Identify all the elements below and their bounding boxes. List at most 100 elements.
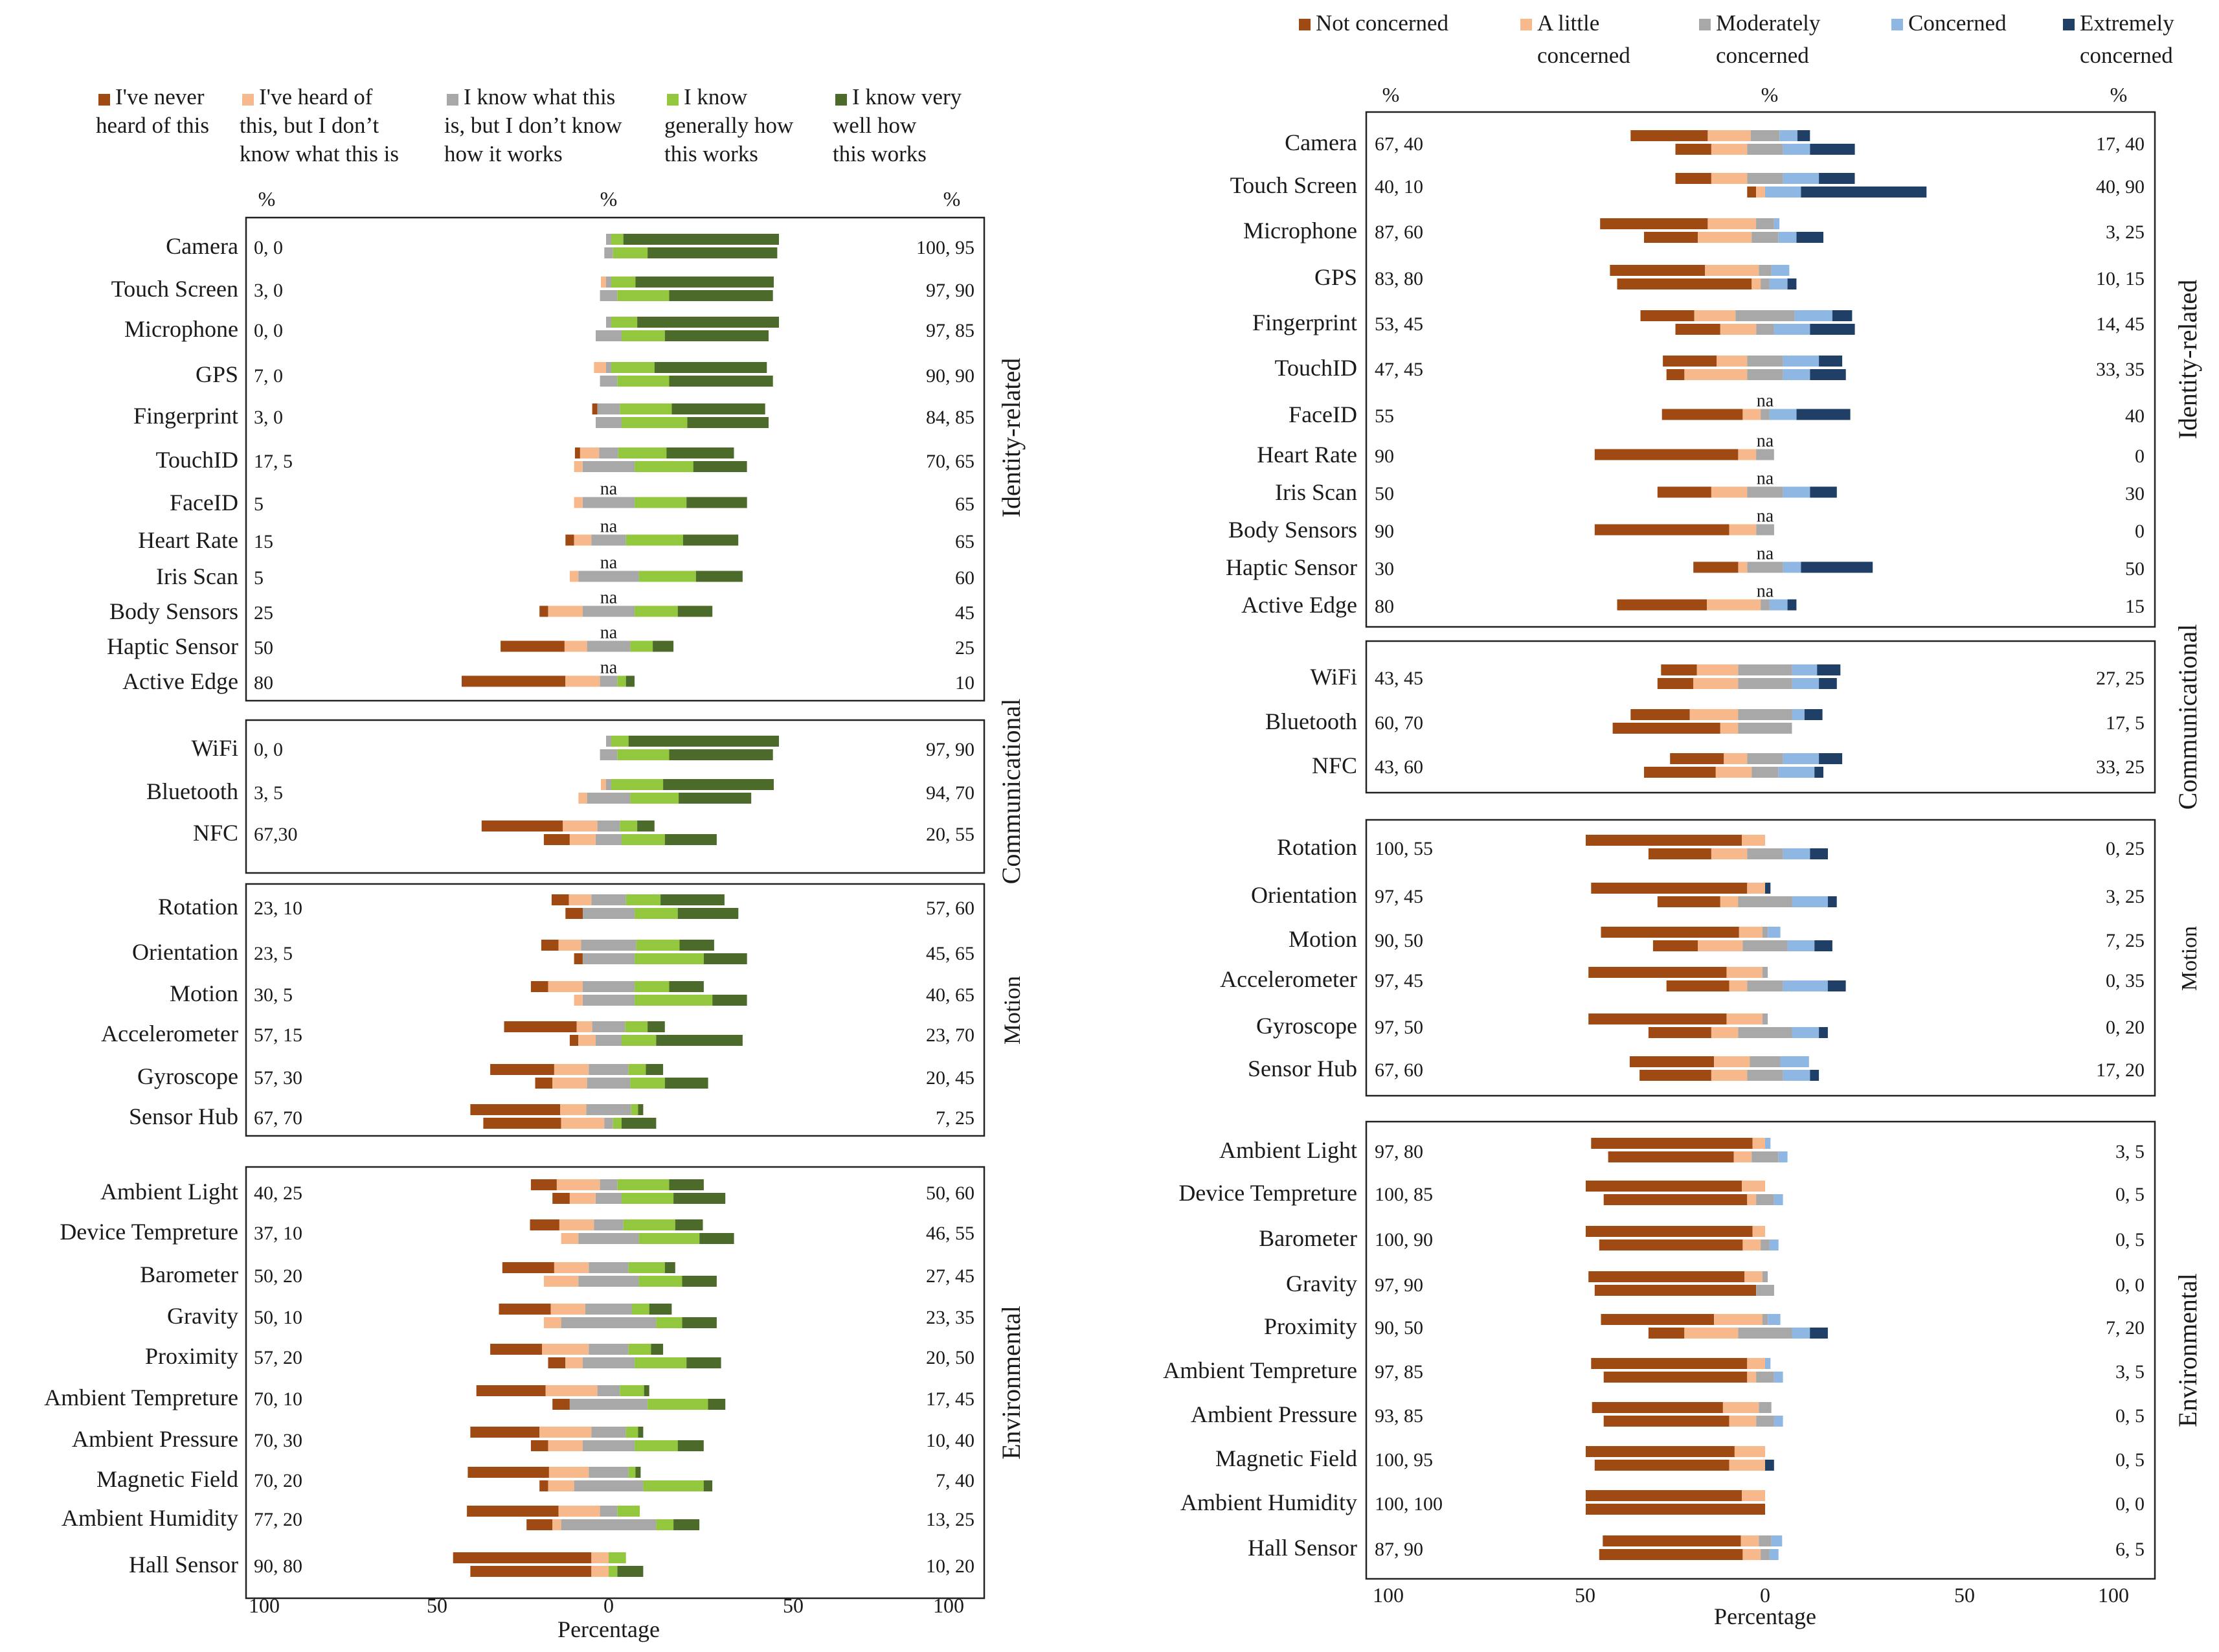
panel2-row-proximity-left-value: 90, 50 [1375, 1317, 1423, 1339]
panel1-row-barometer-bar1-seg2 [554, 1262, 589, 1273]
panel2-row-ambient-tempreture-bar1-seg1 [1591, 1358, 1748, 1369]
panel2-row-gps-right-value: 10, 15 [2096, 268, 2145, 289]
panel1-row-barometer-bar1-seg3 [589, 1262, 629, 1273]
panel1-row-ambient-tempreture-bar2-seg5 [708, 1399, 726, 1410]
panel1-percent-label: % [943, 187, 961, 210]
panel2-row-wifi-bar1-seg5 [1817, 664, 1841, 675]
panel1-row-ambient-tempreture-bar1-seg1 [476, 1385, 546, 1396]
panel2-row-heart-rate-na-label: na [1757, 431, 1774, 451]
panel1-row-rotation-bar2-seg1 [565, 908, 583, 919]
panel2-row-ambient-light-bar1-seg2 [1752, 1138, 1765, 1149]
panel1-row-touchid-bar1-seg5 [666, 447, 734, 458]
panel1-legend-text-5: this works [833, 141, 927, 166]
panel1-row-touch-screen-bar1-seg2 [601, 277, 606, 288]
panel1-row-faceid-bar1-seg4 [635, 497, 687, 508]
panel1-row-ambient-tempreture-bar2-seg1 [552, 1399, 570, 1410]
panel2-row-camera-bar2-seg2 [1711, 144, 1748, 155]
panel1-row-gyroscope-bar2-seg4 [630, 1078, 665, 1089]
panel1-row-touch-screen-bar1-seg3 [606, 277, 611, 288]
panel1-group-label-environmental: Environmental [997, 1306, 1026, 1460]
panel1-row-magnetic-field-bar1-seg5 [635, 1467, 641, 1478]
panel2-row-microphone-label: Microphone [1243, 218, 1357, 243]
panel1-row-rotation-bar1-seg5 [660, 894, 725, 905]
panel1-row-nfc-bar1-seg4 [620, 820, 638, 832]
panel1-legend-text-5: well how [833, 113, 917, 138]
panel2-row-touchid-right-value: 33, 35 [2096, 359, 2145, 380]
panel2-row-gps-bar1-seg2 [1705, 265, 1759, 276]
panel1-legend-text-2: know what this is [240, 141, 399, 166]
panel2-row-motion-bar1-seg2 [1739, 927, 1763, 938]
panel2-legend-swatch-3 [1699, 19, 1711, 30]
panel2-group-box-motion [1365, 819, 2156, 1097]
panel2-row-accelerometer-bar2-seg5 [1827, 980, 1846, 991]
panel2-row-rotation-bar1-seg2 [1742, 835, 1765, 846]
panel2-row-faceid-left-value: 55 [1375, 405, 1394, 427]
panel1-row-sensor-hub-bar2-seg3 [604, 1118, 613, 1129]
panel2-row-haptic-sensor-left-value: 30 [1375, 558, 1394, 580]
panel2-row-barometer-right-value: 0, 5 [2115, 1229, 2145, 1250]
panel1-row-sensor-hub-bar2-seg4 [613, 1118, 622, 1129]
panel1-row-ambient-pressure-bar1-seg4 [625, 1427, 638, 1438]
panel2-row-sensor-hub-bar2-seg4 [1783, 1070, 1810, 1081]
panel2-row-orientation-left-value: 97, 45 [1375, 886, 1423, 907]
panel1-row-sensor-hub-bar2-seg2 [561, 1118, 605, 1129]
panel1-row-touchid-bar1-seg2 [580, 447, 600, 458]
panel1-row-haptic-sensor-bar1-seg5 [653, 640, 674, 652]
panel1-row-bluetooth-bar1-seg5 [663, 779, 774, 790]
panel1-row-touchid-bar1-seg1 [574, 447, 580, 458]
panel2-row-touch-screen-bar2-seg1 [1747, 187, 1757, 198]
panel2-row-haptic-sensor-right-value: 50 [2125, 558, 2145, 580]
panel1-row-gyroscope-bar1-seg1 [490, 1064, 554, 1075]
panel1-row-iris-scan-bar1-seg2 [569, 571, 579, 582]
panel1-row-ambient-tempreture-left-value: 70, 10 [254, 1388, 302, 1410]
panel1-row-hall-sensor-left-value: 90, 80 [254, 1556, 302, 1577]
panel2-row-active-edge-left-value: 80 [1375, 596, 1394, 617]
panel1-row-accelerometer-bar1-seg2 [576, 1021, 592, 1032]
panel2-row-bluetooth-bar1-seg2 [1689, 709, 1739, 720]
panel1-group-box-communicational [245, 719, 986, 874]
panel1-row-magnetic-field-bar1-seg4 [628, 1467, 636, 1478]
panel1-row-haptic-sensor-na-label: na [600, 623, 618, 643]
panel2-row-ambient-light-bar1-seg4 [1765, 1138, 1771, 1149]
panel1-legend-swatch-1 [98, 94, 110, 106]
panel2-row-wifi-bar1-seg1 [1661, 664, 1697, 675]
panel2-row-rotation-bar1-seg1 [1586, 835, 1742, 846]
panel1-row-nfc-left-value: 67,30 [254, 824, 298, 845]
panel2-row-gyroscope-bar2-seg1 [1648, 1027, 1711, 1038]
panel2-row-touch-screen-right-value: 40, 90 [2096, 176, 2145, 198]
panel2-row-microphone-bar2-seg2 [1698, 232, 1752, 243]
panel1-row-touchid-bar1-seg4 [618, 447, 667, 458]
panel1-row-ambient-tempreture-bar1-seg2 [545, 1385, 598, 1396]
panel1-row-touch-screen-bar2-seg3 [600, 290, 618, 301]
panel2-row-active-edge-right-value: 15 [2125, 596, 2145, 617]
panel2-row-wifi-bar2-seg2 [1693, 678, 1739, 689]
panel2-row-gyroscope-left-value: 97, 50 [1375, 1017, 1423, 1038]
panel1-row-active-edge-bar1-seg3 [600, 675, 618, 687]
panel2-row-orientation-bar2-seg5 [1827, 896, 1837, 907]
panel2-row-motion-bar1-seg3 [1762, 927, 1768, 938]
panel1-row-gyroscope-bar2-seg3 [587, 1078, 631, 1089]
panel2-row-wifi-bar1-seg2 [1696, 664, 1739, 675]
panel2-row-fingerprint-bar1-seg4 [1794, 310, 1832, 321]
panel1-row-ambient-tempreture-bar1-seg4 [620, 1385, 644, 1396]
panel2-row-faceid-bar1-seg3 [1761, 409, 1770, 420]
panel2-row-ambient-light-left-value: 97, 80 [1375, 1141, 1423, 1162]
panel1-row-barometer-bar2-seg5 [682, 1276, 717, 1287]
panel1-row-device-tempreture-bar2-seg4 [638, 1233, 700, 1244]
panel1-row-body-sensors-bar1-seg5 [677, 605, 713, 617]
panel1-row-nfc-bar1-seg5 [637, 820, 655, 832]
panel2-row-hall-sensor-bar1-seg2 [1740, 1535, 1759, 1546]
panel2-row-rotation-right-value: 0, 25 [2106, 838, 2145, 859]
panel2-row-accelerometer-bar2-seg3 [1747, 980, 1783, 991]
panel1-row-sensor-hub-left-value: 67, 70 [254, 1107, 302, 1129]
panel1-legend-text-1: I've never [115, 84, 205, 109]
panel2-row-gps-label: GPS [1314, 264, 1357, 290]
panel2-row-gyroscope-bar1-seg1 [1588, 1013, 1727, 1024]
panel1-row-wifi-label: WiFi [191, 735, 238, 761]
panel1-legend-text-4: this works [664, 141, 758, 166]
panel2-row-iris-scan-bar1-seg5 [1810, 486, 1837, 498]
panel2-row-orientation-bar2-seg4 [1792, 896, 1828, 907]
panel1-row-gyroscope-bar1-seg2 [554, 1064, 589, 1075]
panel1-row-microphone-bar1-seg3 [606, 317, 611, 328]
panel1-group-label-communicational: Communicational [997, 699, 1026, 885]
